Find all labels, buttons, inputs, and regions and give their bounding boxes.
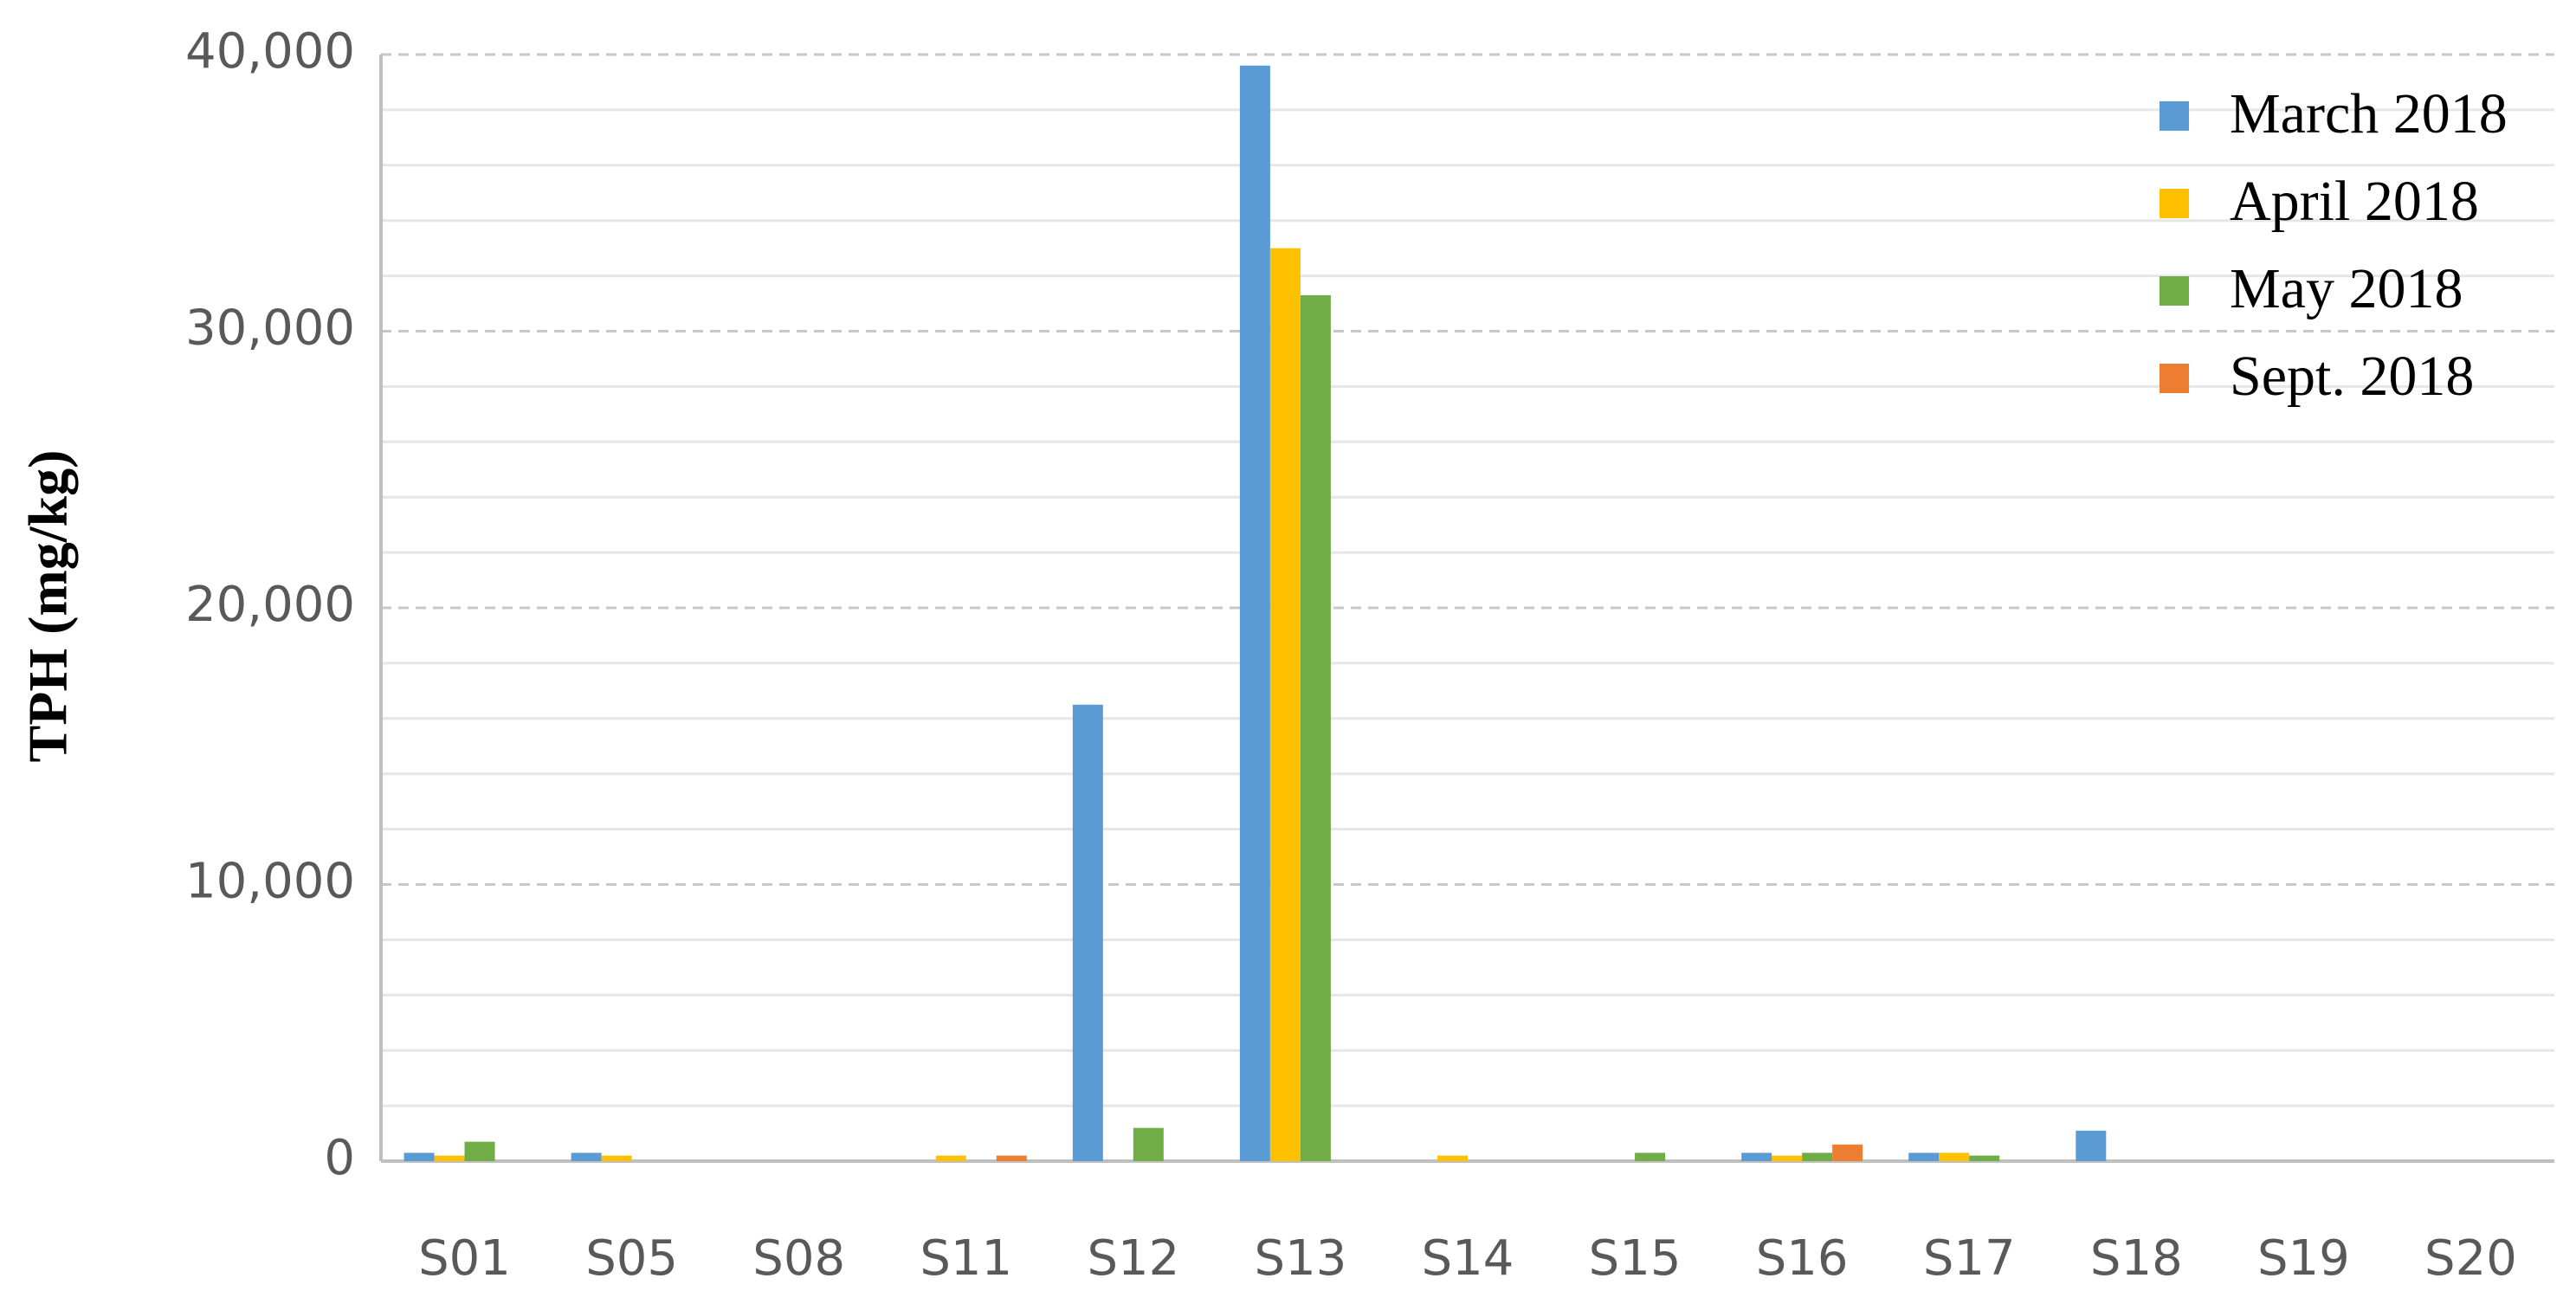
x-tick-label: S17 bbox=[1923, 1230, 2016, 1287]
legend-swatch bbox=[2160, 364, 2189, 393]
x-tick-label: S18 bbox=[2090, 1230, 2183, 1287]
bar bbox=[1832, 1144, 1863, 1161]
legend-label: April 2018 bbox=[2230, 170, 2479, 233]
bar bbox=[601, 1155, 632, 1161]
y-tick-label: 20,000 bbox=[185, 577, 355, 633]
x-tick-label: S20 bbox=[2424, 1230, 2517, 1287]
x-tick-label: S01 bbox=[418, 1230, 511, 1287]
x-tick-label: S08 bbox=[752, 1230, 845, 1287]
bar bbox=[1908, 1152, 1940, 1161]
bar bbox=[1300, 294, 1331, 1162]
bar bbox=[434, 1155, 465, 1161]
legend-swatch bbox=[2160, 276, 2189, 306]
legend-label: May 2018 bbox=[2230, 257, 2463, 320]
bar bbox=[2076, 1130, 2107, 1161]
y-tick-label: 10,000 bbox=[185, 854, 355, 910]
x-tick-label: S16 bbox=[1756, 1230, 1849, 1287]
bar bbox=[1741, 1152, 1772, 1161]
bar bbox=[1437, 1155, 1468, 1161]
y-axis-label: TPH (mg/kg) bbox=[17, 450, 79, 763]
legend-swatch bbox=[2160, 189, 2189, 218]
y-tick-label: 40,000 bbox=[185, 23, 355, 80]
bar bbox=[996, 1155, 1027, 1161]
legend-label: Sept. 2018 bbox=[2230, 345, 2474, 408]
bar bbox=[1239, 65, 1270, 1161]
bar bbox=[571, 1152, 602, 1161]
bar bbox=[935, 1155, 966, 1161]
x-tick-label: S05 bbox=[585, 1230, 678, 1287]
x-tick-label: S14 bbox=[1422, 1230, 1514, 1287]
bar bbox=[1939, 1152, 1970, 1161]
bar bbox=[1269, 248, 1301, 1161]
bar bbox=[1072, 704, 1103, 1161]
y-tick-label: 30,000 bbox=[185, 300, 355, 357]
legend-label: March 2018 bbox=[2230, 82, 2508, 145]
bar bbox=[1133, 1127, 1164, 1161]
x-tick-label: S12 bbox=[1087, 1230, 1179, 1287]
bar bbox=[404, 1152, 435, 1161]
x-tick-label: S15 bbox=[1589, 1230, 1682, 1287]
bar bbox=[464, 1141, 495, 1161]
legend-swatch bbox=[2160, 101, 2189, 131]
bar bbox=[1802, 1152, 1833, 1161]
bar bbox=[1969, 1155, 2000, 1161]
bar bbox=[1772, 1155, 1803, 1161]
x-tick-label: S13 bbox=[1255, 1230, 1347, 1287]
x-tick-label: S19 bbox=[2257, 1230, 2350, 1287]
bar bbox=[1635, 1152, 1666, 1161]
x-tick-label: S11 bbox=[920, 1230, 1012, 1287]
y-tick-label: 0 bbox=[324, 1130, 355, 1186]
